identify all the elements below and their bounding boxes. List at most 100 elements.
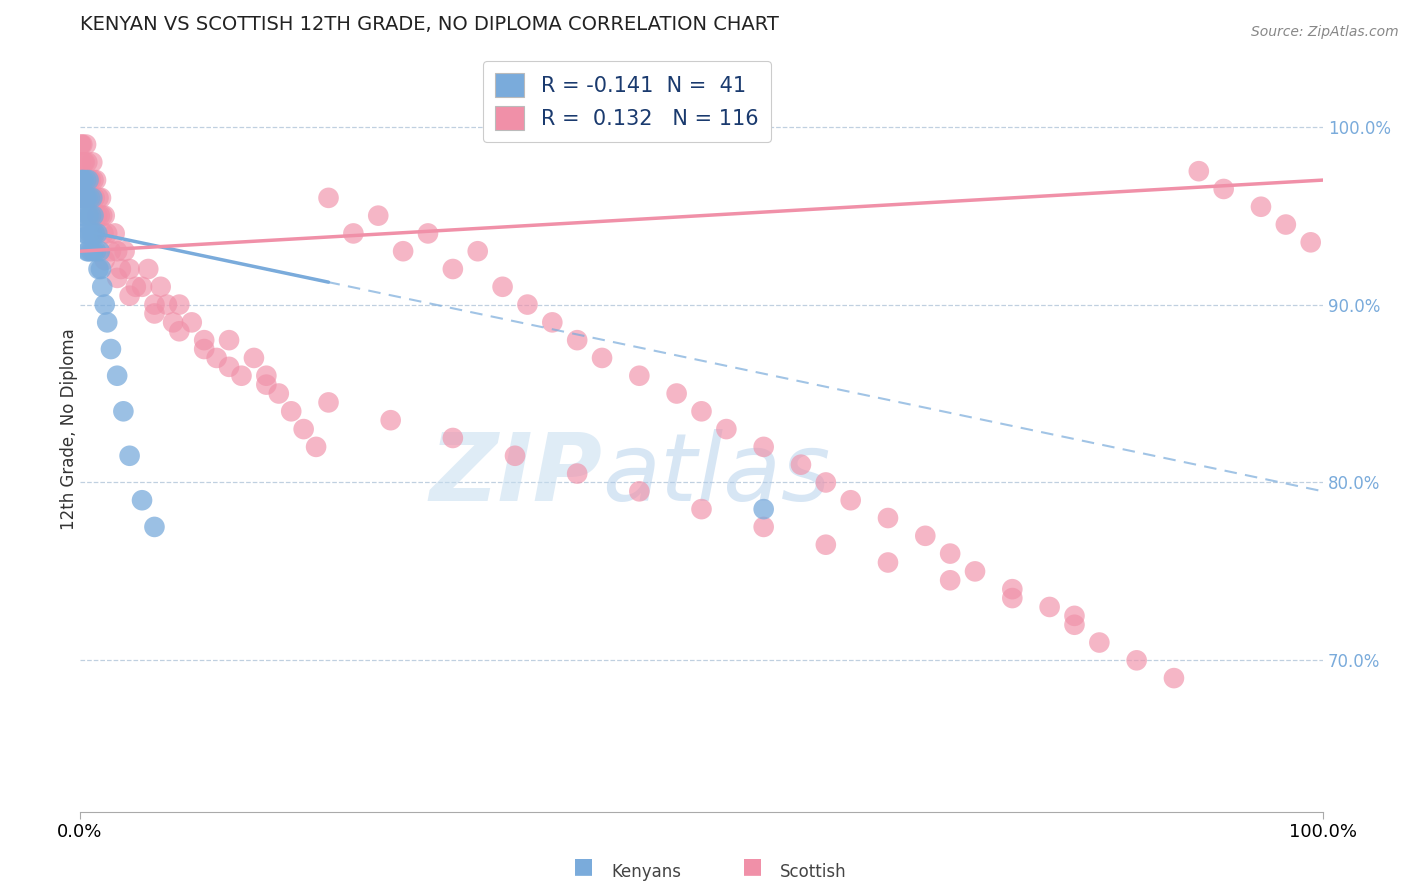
Point — [77, 244, 100, 259]
Point — [1250, 200, 1272, 214]
Point — [305, 440, 328, 454]
Point — [86, 209, 108, 223]
Point — [162, 315, 184, 329]
Point — [73, 191, 96, 205]
Point — [131, 493, 153, 508]
Point — [105, 271, 128, 285]
Point — [96, 315, 118, 329]
Point — [516, 297, 538, 311]
Point — [105, 244, 128, 259]
Point — [114, 244, 136, 259]
Point — [1212, 182, 1234, 196]
Point — [93, 227, 115, 241]
Point — [367, 209, 389, 223]
Point — [76, 244, 98, 259]
Point — [84, 244, 107, 259]
Point — [752, 502, 775, 516]
Point — [82, 191, 104, 205]
Point — [628, 484, 651, 499]
Point — [318, 191, 340, 205]
Point — [628, 368, 651, 383]
Point — [156, 297, 179, 311]
Text: Kenyans: Kenyans — [612, 863, 682, 881]
Point — [105, 368, 128, 383]
Point — [143, 520, 166, 534]
Point — [690, 502, 713, 516]
Point — [80, 209, 103, 223]
Point — [72, 173, 94, 187]
Point — [72, 155, 94, 169]
Point — [72, 191, 94, 205]
Point — [839, 493, 862, 508]
Point — [193, 333, 215, 347]
Point — [100, 244, 122, 259]
Text: ■: ■ — [574, 856, 593, 876]
Point — [467, 244, 489, 259]
Point — [169, 297, 191, 311]
Text: KENYAN VS SCOTTISH 12TH GRADE, NO DIPLOMA CORRELATION CHART: KENYAN VS SCOTTISH 12TH GRADE, NO DIPLOM… — [80, 15, 779, 34]
Point — [243, 351, 266, 365]
Point — [1275, 218, 1298, 232]
Point — [169, 324, 191, 338]
Point — [1001, 582, 1024, 597]
Point — [136, 262, 159, 277]
Point — [877, 511, 900, 525]
Point — [73, 173, 96, 187]
Point — [318, 395, 340, 409]
Point — [96, 227, 118, 241]
Point — [292, 422, 315, 436]
Text: ZIP: ZIP — [429, 429, 602, 521]
Point — [87, 191, 110, 205]
Point — [83, 173, 105, 187]
Point — [72, 209, 94, 223]
Point — [205, 351, 228, 365]
Point — [76, 191, 98, 205]
Text: ■: ■ — [742, 856, 762, 876]
Point — [131, 280, 153, 294]
Point — [118, 262, 141, 277]
Point — [1188, 164, 1211, 178]
Point — [72, 173, 94, 187]
Point — [75, 191, 97, 205]
Point — [118, 449, 141, 463]
Point — [567, 333, 589, 347]
Point — [80, 173, 103, 187]
Point — [567, 467, 589, 481]
Point — [75, 191, 97, 205]
Point — [83, 244, 105, 259]
Point — [73, 227, 96, 241]
Point — [89, 209, 111, 223]
Point — [149, 280, 172, 294]
Point — [79, 173, 101, 187]
Point — [491, 280, 513, 294]
Point — [503, 449, 526, 463]
Point — [665, 386, 688, 401]
Point — [541, 315, 564, 329]
Point — [82, 155, 104, 169]
Point — [77, 209, 100, 223]
Point — [591, 351, 613, 365]
Point — [267, 386, 290, 401]
Point — [77, 173, 100, 187]
Point — [218, 359, 240, 374]
Point — [72, 191, 94, 205]
Point — [716, 422, 738, 436]
Point — [72, 191, 94, 205]
Point — [83, 227, 105, 241]
Point — [1125, 653, 1147, 667]
Point — [73, 155, 96, 169]
Point — [75, 137, 97, 152]
Point — [87, 262, 110, 277]
Point — [79, 209, 101, 223]
Point — [1039, 599, 1062, 614]
Point — [690, 404, 713, 418]
Point — [1299, 235, 1322, 250]
Point — [125, 280, 148, 294]
Point — [180, 315, 202, 329]
Point — [82, 227, 104, 241]
Point — [790, 458, 813, 472]
Point — [75, 173, 97, 187]
Point — [231, 368, 253, 383]
Point — [218, 333, 240, 347]
Point — [280, 404, 302, 418]
